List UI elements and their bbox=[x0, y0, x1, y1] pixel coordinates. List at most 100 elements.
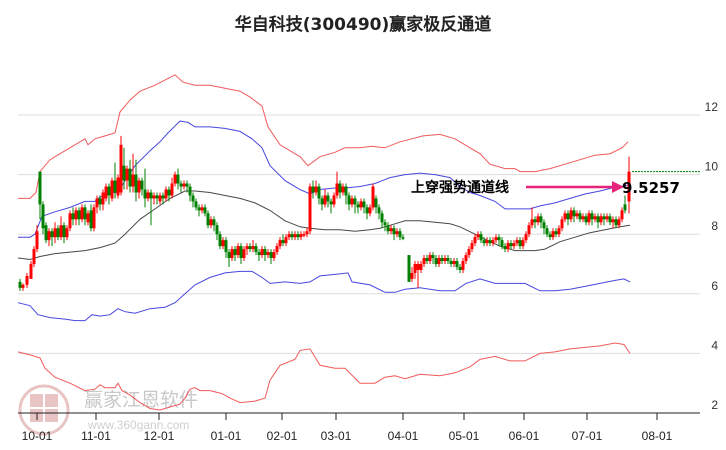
candle bbox=[326, 192, 330, 208]
candle bbox=[485, 237, 489, 247]
candle bbox=[182, 180, 186, 190]
candle bbox=[572, 207, 576, 223]
candle bbox=[41, 201, 45, 235]
candle bbox=[581, 213, 585, 223]
candle bbox=[53, 222, 57, 244]
candle bbox=[599, 213, 603, 226]
candle bbox=[218, 231, 222, 250]
candle bbox=[380, 210, 384, 229]
candle bbox=[338, 180, 342, 199]
candle bbox=[314, 180, 318, 196]
candle bbox=[413, 261, 417, 279]
candle bbox=[152, 192, 156, 205]
candle bbox=[455, 258, 459, 270]
upper-outer-line bbox=[18, 74, 629, 199]
candle bbox=[368, 204, 372, 217]
candle bbox=[164, 186, 168, 202]
chart-title: 华自科技(300490)赢家极反通道 bbox=[234, 15, 492, 35]
middle-line bbox=[17, 190, 631, 261]
candle bbox=[545, 225, 549, 238]
candle bbox=[398, 228, 402, 241]
candle bbox=[230, 246, 234, 262]
breakout-annotation: 上穿强势通道线 9.5257 bbox=[411, 179, 680, 197]
candle bbox=[332, 192, 336, 208]
candlesticks bbox=[18, 135, 631, 291]
candle bbox=[464, 252, 468, 264]
candle bbox=[542, 219, 546, 235]
candle bbox=[98, 195, 102, 211]
x-tick-label: 05-01 bbox=[449, 429, 480, 443]
candle bbox=[236, 243, 240, 259]
candle bbox=[119, 135, 123, 196]
candle bbox=[38, 171, 42, 220]
candle bbox=[167, 186, 171, 202]
candle bbox=[614, 216, 618, 229]
axes: 2 4 6 8 10 12 10-01 11-01 12-01 01-01 02-01 03-01 04… bbox=[18, 100, 718, 443]
candle bbox=[392, 225, 396, 241]
candle bbox=[329, 198, 333, 214]
lower-outer-line bbox=[17, 342, 631, 411]
candle bbox=[500, 237, 504, 250]
candle bbox=[401, 234, 405, 241]
y-tick-label: 6 bbox=[711, 279, 718, 293]
y-tick-label: 8 bbox=[711, 219, 718, 233]
candle bbox=[575, 210, 579, 220]
candle bbox=[608, 213, 612, 226]
x-tick-label: 04-01 bbox=[388, 429, 419, 443]
candle bbox=[527, 222, 531, 238]
candle bbox=[341, 183, 345, 196]
candle bbox=[512, 240, 516, 250]
candle bbox=[365, 204, 369, 220]
y-tick-label: 4 bbox=[711, 338, 718, 352]
candle bbox=[107, 183, 111, 205]
candle bbox=[428, 252, 432, 264]
candle bbox=[188, 183, 192, 202]
candle bbox=[113, 162, 117, 199]
candle bbox=[263, 246, 267, 262]
candle bbox=[269, 249, 273, 264]
candle bbox=[68, 210, 72, 232]
candle bbox=[155, 192, 159, 205]
candle bbox=[470, 240, 474, 253]
candle bbox=[272, 249, 276, 262]
candle bbox=[143, 168, 147, 208]
candle bbox=[344, 183, 348, 205]
candle bbox=[176, 168, 180, 190]
annotation-value: 9.5257 bbox=[622, 179, 680, 197]
candle bbox=[104, 183, 108, 202]
candle bbox=[611, 216, 615, 229]
candle bbox=[539, 213, 543, 229]
candle bbox=[530, 207, 534, 229]
candle bbox=[191, 192, 195, 208]
candle bbox=[518, 237, 522, 250]
candle bbox=[212, 216, 216, 232]
watermark: 赢家江恩软件 www.360gann.com bbox=[18, 384, 198, 436]
candle bbox=[443, 255, 447, 264]
candle bbox=[617, 216, 621, 229]
candle bbox=[557, 225, 561, 238]
candle bbox=[386, 222, 390, 235]
candle bbox=[59, 216, 63, 241]
candle bbox=[170, 177, 174, 199]
candle bbox=[92, 204, 96, 232]
candle bbox=[389, 225, 393, 235]
candle bbox=[197, 204, 201, 217]
candle bbox=[383, 219, 387, 232]
candle bbox=[224, 237, 228, 259]
candle bbox=[317, 183, 321, 205]
candle bbox=[65, 225, 69, 241]
candle bbox=[362, 198, 366, 214]
annotation-label: 上穿强势通道线 bbox=[411, 179, 509, 196]
candle bbox=[89, 204, 93, 232]
watermark-logo bbox=[18, 384, 70, 436]
candle bbox=[596, 213, 600, 229]
candle bbox=[554, 228, 558, 238]
candle bbox=[77, 207, 81, 226]
candle bbox=[593, 213, 597, 223]
candle bbox=[128, 159, 132, 193]
y-tick-label: 12 bbox=[705, 100, 719, 114]
candle bbox=[209, 216, 213, 229]
candle bbox=[431, 252, 435, 264]
candle bbox=[260, 246, 264, 259]
